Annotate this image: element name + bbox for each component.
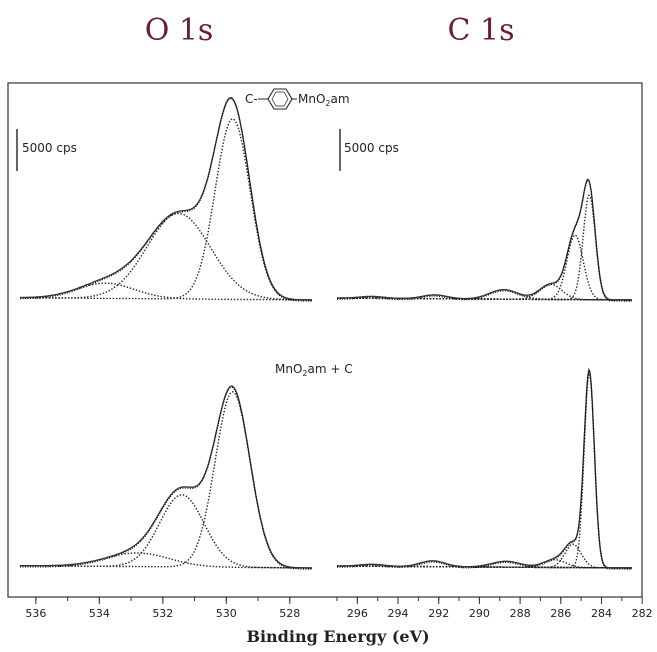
tick-label-c1s-290: 290: [469, 607, 490, 620]
plot-frame: [7, 82, 643, 598]
spectra-layer: [19, 97, 632, 570]
tick-label-c1s-296: 296: [347, 607, 368, 620]
benzene-ring-icon: [258, 88, 297, 110]
envelope-c1s-sample2: [337, 367, 632, 569]
sample-1-prefix: C-: [245, 92, 258, 106]
envelope-o1s-sample1: [19, 97, 312, 301]
tick-label-o1s-528: 528: [279, 607, 300, 620]
o1s-title: O 1s: [145, 13, 214, 48]
component-o1s-sample1-2: [20, 212, 312, 301]
sample-1-name: MnO2am: [298, 92, 350, 108]
tick-label-c1s-286: 286: [550, 607, 571, 620]
sample-label-2: MnO2am + C: [275, 362, 353, 378]
x-axis-o1s: 536 534 532 530 528: [25, 597, 300, 620]
component-c1s-sample2-5: [336, 560, 632, 569]
scale-bar-label-c1s: 5000 cps: [344, 141, 399, 155]
component-o1s-sample2-2: [20, 494, 312, 569]
tick-label-o1s-536: 536: [25, 607, 46, 620]
component-c1s-sample1-1: [337, 194, 632, 301]
tick-label-c1s-294: 294: [388, 607, 409, 620]
scale-bar-label-o1s: 5000 cps: [22, 141, 77, 155]
tick-label-c1s-292: 292: [428, 607, 449, 620]
tick-label-o1s-530: 530: [216, 607, 237, 620]
sample-label-1: C- MnO2am: [245, 88, 350, 110]
component-c1s-sample2-1: [336, 371, 632, 569]
measured-o1s-sample2: [19, 386, 312, 570]
component-c1s-sample1-2: [337, 234, 632, 301]
envelope-o1s-sample2: [19, 385, 312, 569]
tick-label-c1s-284: 284: [591, 607, 612, 620]
measured-c1s-sample2: [337, 369, 632, 570]
tick-label-c1s-282: 282: [632, 607, 653, 620]
x-axis-label: Binding Energy (eV): [246, 627, 429, 646]
tick-label-o1s-532: 532: [152, 607, 173, 620]
x-axis-c1s: 296 294 292 290 288 286 284 282: [336, 597, 653, 620]
measured-c1s-sample1: [337, 179, 632, 302]
envelope-c1s-sample1: [337, 178, 632, 301]
tick-label-c1s-288: 288: [510, 607, 531, 620]
c1s-title: C 1s: [448, 13, 515, 48]
tick-label-o1s-534: 534: [89, 607, 110, 620]
measured-o1s-sample1: [19, 98, 312, 302]
component-o1s-sample2-1: [20, 391, 312, 569]
